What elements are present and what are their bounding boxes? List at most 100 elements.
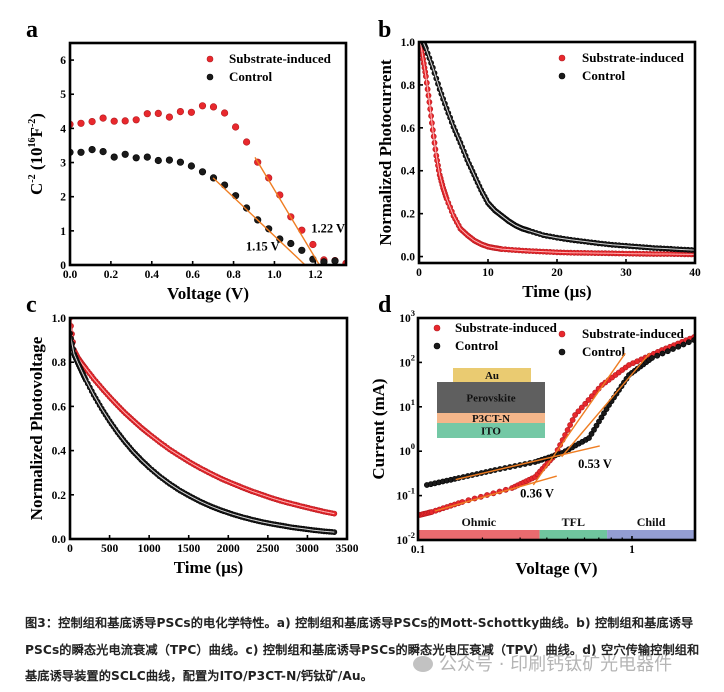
legend-label: Control bbox=[582, 68, 625, 83]
caption-line-1: 图3：控制组和基底诱导PSCs的电化学特性。a) 控制组和基底诱导PSCs的Mo… bbox=[25, 616, 694, 630]
data-point-substrate-induced bbox=[209, 103, 218, 111]
y-tick-label: 0.0 bbox=[401, 252, 416, 264]
x-tick-label: 0 bbox=[416, 267, 422, 279]
x-tick-label: 10 bbox=[482, 267, 494, 279]
x-tick-label: 20 bbox=[551, 267, 563, 279]
x-tick-label: 30 bbox=[620, 267, 632, 279]
data-point-substrate-induced bbox=[567, 422, 573, 428]
y-tick-base: 10 bbox=[399, 357, 411, 369]
annotation-label: 0.53 V bbox=[578, 457, 612, 471]
y-tick-label: 100 bbox=[399, 441, 415, 458]
y-axis-title-part: C bbox=[27, 183, 46, 195]
data-point-substrate-induced bbox=[176, 107, 184, 116]
y-tick-label: 0.6 bbox=[401, 123, 416, 135]
legend-marker bbox=[433, 342, 441, 350]
data-point-substrate-induced bbox=[77, 119, 85, 127]
x-tick-label: 0 bbox=[67, 543, 73, 555]
y-tick-base: 10 bbox=[396, 491, 408, 503]
fit-line bbox=[532, 352, 626, 486]
caption-line-3: 基底诱导装置的SCLC曲线，配置为ITO/P3CT-N/钙钛矿/Au。 bbox=[25, 669, 373, 683]
region-label-child: Child bbox=[637, 515, 666, 529]
x-tick-label: 0.8 bbox=[226, 269, 241, 281]
data-point-control bbox=[603, 406, 610, 412]
data-point-control bbox=[187, 162, 195, 170]
y-tick-label: 5 bbox=[60, 89, 66, 101]
x-axis-title: Time (µs) bbox=[522, 282, 591, 301]
data-point-control bbox=[232, 192, 240, 200]
y-tick-label: 10-2 bbox=[396, 530, 415, 547]
data-point-substrate-induced bbox=[154, 109, 162, 117]
data-point-control bbox=[586, 435, 592, 441]
y-axis-title-part: ) bbox=[27, 113, 46, 119]
data-point-control bbox=[654, 352, 661, 359]
panel-c-tpv: 0 500 1000 1500 2000 2500 3000 35000.00.20.40.6… bbox=[27, 313, 685, 577]
region-band-tfl bbox=[539, 530, 608, 540]
fit-curve-substrate-induced bbox=[419, 42, 695, 255]
data-point-substrate-induced bbox=[187, 108, 195, 116]
plot-frame bbox=[68, 316, 349, 541]
y-tick-label: 1.0 bbox=[52, 313, 67, 325]
fit-curve-substrate-induced bbox=[70, 318, 335, 515]
x-tick-label: 500 bbox=[101, 543, 119, 555]
inset-layer-ito bbox=[437, 423, 545, 438]
data-point-control bbox=[331, 257, 339, 265]
data-point-control bbox=[198, 168, 207, 176]
y-tick-exp: 2 bbox=[411, 352, 415, 362]
inset-layer-au bbox=[453, 368, 531, 382]
legend: Substrate-induced Control bbox=[206, 51, 332, 84]
legend-marker bbox=[558, 348, 566, 356]
legend: Substrate-induced Control bbox=[433, 320, 558, 353]
data-point-substrate-induced bbox=[165, 113, 173, 121]
legend-marker bbox=[558, 54, 566, 62]
caption-line-2: PSCs的瞬态光电流衰减（TPC）曲线。c) 控制组和基底诱导PSCs的瞬态光电… bbox=[25, 642, 700, 657]
legend-label: Control bbox=[582, 344, 625, 359]
legend: Substrate-induced Control bbox=[558, 50, 685, 83]
figure-caption: 图3：控制组和基底诱导PSCs的电化学特性。a) 控制组和基底诱导PSCs的Mo… bbox=[25, 610, 715, 690]
watermark: 公众号 · 印刷钙钛矿光电器件 bbox=[413, 650, 672, 676]
panel-letter-a: a bbox=[26, 17, 38, 43]
y-tick-label: 0.8 bbox=[52, 357, 67, 369]
data-point-control bbox=[680, 341, 687, 348]
data-point-substrate-induced bbox=[132, 116, 140, 124]
legend-label: Substrate-induced bbox=[229, 51, 332, 66]
legend-label: Control bbox=[455, 338, 498, 353]
data-point-control bbox=[121, 150, 129, 158]
legend-label: Substrate-induced bbox=[582, 50, 685, 65]
inset-layer-perovskite bbox=[437, 382, 545, 413]
y-tick-label: 1.0 bbox=[401, 37, 416, 49]
annotation-label: 1.15 V bbox=[246, 239, 280, 253]
inset-layer-p3ct-n bbox=[437, 413, 545, 423]
plot-frame bbox=[68, 41, 348, 267]
x-tick-label: 40 bbox=[689, 267, 701, 279]
legend-marker bbox=[206, 73, 214, 81]
data-point-control bbox=[596, 418, 602, 425]
fit-line bbox=[254, 157, 321, 265]
annotation-label: 1.22 V bbox=[311, 222, 345, 236]
y-tick-label: 10-1 bbox=[396, 486, 415, 503]
y-tick-label: 101 bbox=[399, 397, 415, 414]
y-tick-label: 6 bbox=[60, 55, 66, 67]
y-axis-title-part: (10 bbox=[27, 147, 46, 174]
data-point-control bbox=[320, 258, 328, 265]
plot-area bbox=[70, 318, 338, 535]
data-point-substrate-induced bbox=[309, 240, 317, 249]
legend: Substrate-induced Control bbox=[558, 326, 685, 359]
y-axis-title-part: -2 bbox=[27, 119, 38, 127]
y-tick-exp: -1 bbox=[408, 486, 415, 496]
y-tick-base: 10 bbox=[396, 535, 408, 547]
data-point-control bbox=[675, 343, 682, 350]
y-axis-title-part: -2 bbox=[27, 174, 38, 182]
region-label-ohmic: Ohmic bbox=[461, 515, 496, 529]
data-point-control bbox=[598, 414, 605, 421]
x-tick-label: 0.1 bbox=[411, 544, 426, 556]
data-point-substrate-induced bbox=[575, 408, 582, 415]
data-point-control bbox=[664, 348, 671, 355]
y-tick-exp: 0 bbox=[411, 441, 415, 451]
y-tick-label: 3 bbox=[60, 158, 66, 170]
data-point-control bbox=[243, 204, 251, 212]
data-point-control bbox=[143, 153, 151, 161]
legend-marker bbox=[206, 55, 214, 63]
fit-line bbox=[212, 177, 306, 265]
inset-label-p3ct-n: P3CT-N bbox=[472, 413, 510, 425]
